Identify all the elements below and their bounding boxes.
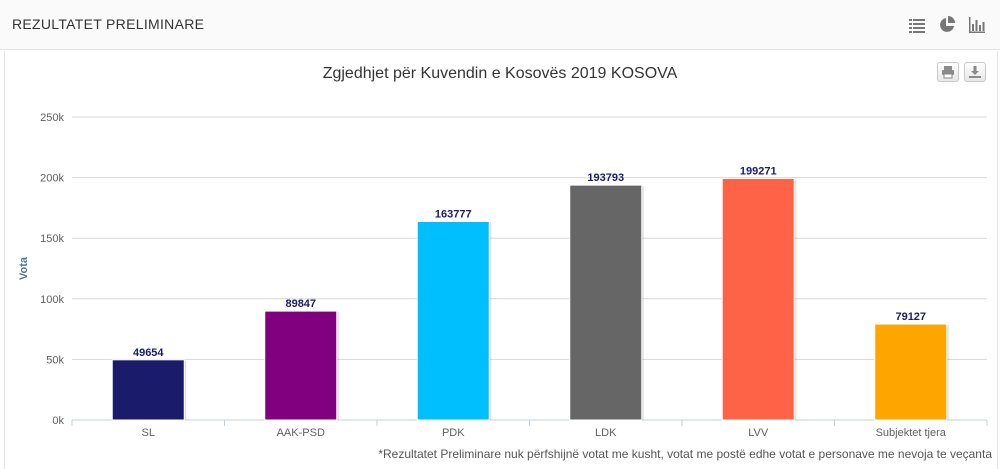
y-tick-label: 50k [46, 354, 64, 366]
x-tick-label: SL [142, 427, 155, 439]
bar [569, 184, 643, 421]
y-tick-label: 150k [40, 233, 64, 245]
bar [264, 310, 338, 421]
y-tick-label: 200k [40, 173, 64, 185]
bar-chart-icon[interactable] [968, 16, 986, 34]
y-axis-title: Vota [18, 256, 30, 280]
chart-panel [4, 51, 998, 469]
y-tick-label: 0k [52, 415, 64, 427]
bar [416, 221, 490, 421]
x-tick-label: LVV [748, 427, 769, 439]
y-tick-label: 100k [40, 294, 64, 306]
data-label: 193793 [587, 172, 624, 184]
download-icon [969, 66, 981, 78]
download-button[interactable] [964, 62, 986, 82]
print-icon [942, 66, 954, 79]
bar [721, 177, 795, 421]
list-icon[interactable] [908, 16, 926, 34]
bar [874, 323, 948, 421]
data-label: 49654 [133, 347, 164, 359]
data-label: 89847 [285, 298, 316, 310]
footnote: *Rezultatet Preliminare nuk përfshijnë v… [378, 447, 992, 461]
panel-header: REZULTATET PRELIMINARE [0, 0, 1000, 50]
data-label: 199271 [740, 165, 777, 177]
data-label: 79127 [895, 311, 926, 323]
data-label: 163777 [435, 209, 472, 221]
pie-chart-icon[interactable] [938, 16, 956, 34]
print-button[interactable] [937, 62, 959, 82]
chart-title: Zgjedhjet për Kuvendin e Kosovës 2019 KO… [323, 65, 678, 82]
panel-title: REZULTATET PRELIMINARE [12, 16, 205, 32]
y-tick-label: 250k [40, 112, 64, 124]
view-switcher [908, 16, 986, 34]
x-tick-label: AAK-PSD [277, 427, 325, 439]
x-tick-label: Subjektet tjera [876, 427, 947, 439]
x-tick-label: LDK [595, 427, 617, 439]
bar [111, 359, 185, 421]
x-tick-label: PDK [442, 427, 465, 439]
